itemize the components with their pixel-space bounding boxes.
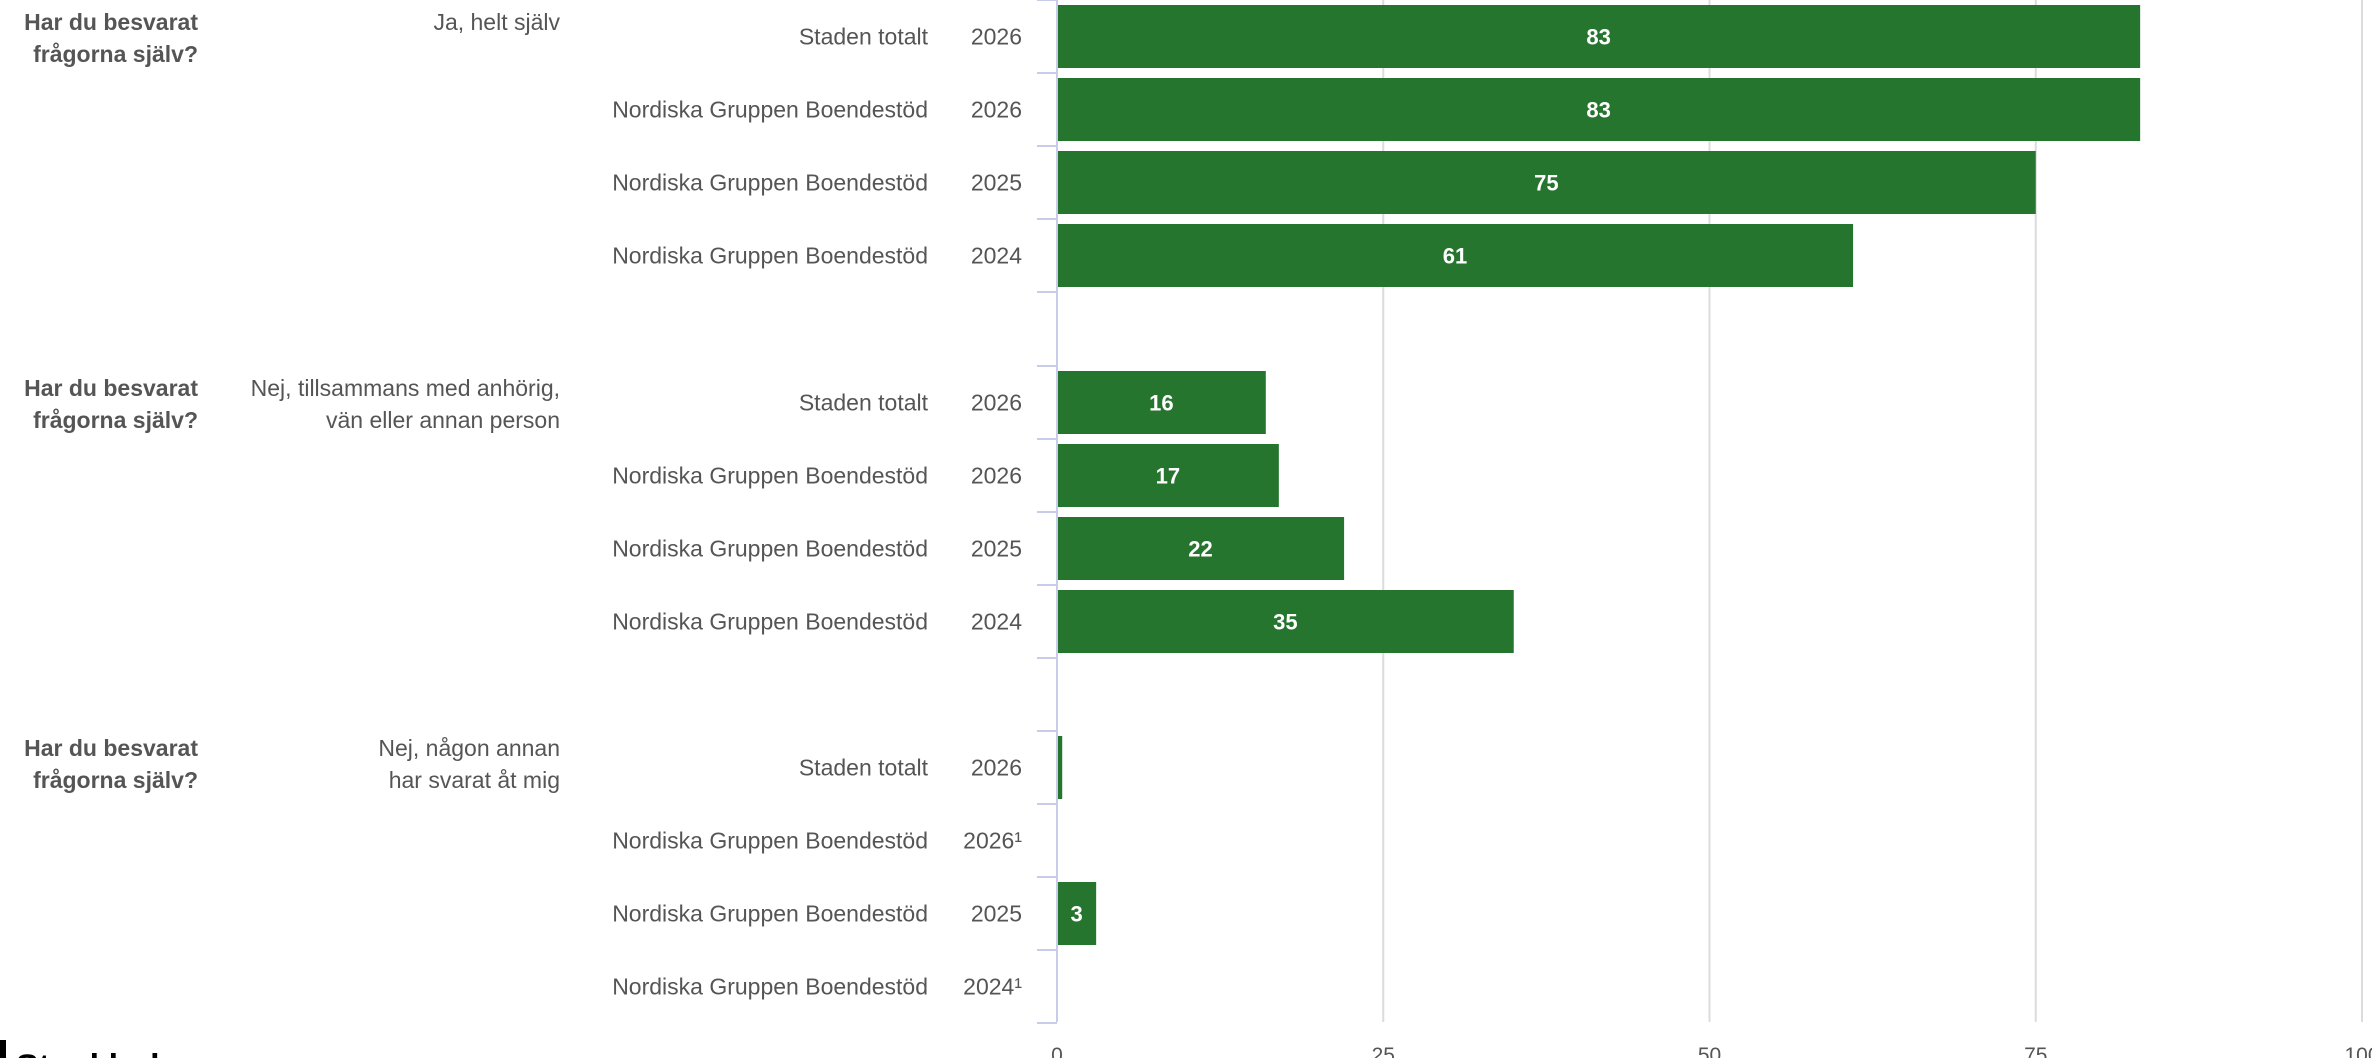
bar-value-label: 35 (1273, 610, 1297, 635)
bar (1057, 5, 2141, 68)
stockholm-logo: Stockholm (0, 1040, 190, 1058)
year-label: 2025 (971, 536, 1022, 562)
bar-value-label: 22 (1188, 537, 1212, 562)
bar (1057, 882, 1097, 945)
x-tick-label: 100 (2344, 1044, 2372, 1058)
unit-label: Nordiska Gruppen Boendestöd (612, 243, 928, 269)
unit-label: Staden totalt (799, 755, 929, 781)
unit-label: Nordiska Gruppen Boendestöd (612, 609, 928, 635)
bar-value-label: 75 (1534, 171, 1558, 196)
x-tick-label: 25 (1372, 1044, 1395, 1058)
answer-label: Nej, tillsammans med anhörig, (251, 375, 560, 401)
answer-label: har svarat åt mig (389, 767, 560, 793)
x-axis: 0 25 50 75 100 (1037, 0, 2372, 1058)
question-label: Har du besvarat (24, 735, 198, 761)
unit-label: Nordiska Gruppen Boendestöd (612, 170, 928, 196)
year-label: 2024 (971, 609, 1022, 635)
bar (1057, 224, 1854, 287)
unit-label: Staden totalt (799, 24, 929, 50)
x-tick-label: 0 (1051, 1044, 1063, 1058)
logo-mark-icon (0, 1040, 6, 1058)
x-tick-label: 75 (2024, 1044, 2047, 1058)
year-label: 2026 (971, 755, 1022, 781)
x-tick-label: 50 (1698, 1044, 1721, 1058)
bar-value-label: 83 (1586, 98, 1610, 123)
bar-value-label: 3 (1070, 902, 1082, 927)
question-label: frågorna själv? (33, 407, 198, 433)
question-label: Har du besvarat (24, 9, 198, 35)
bar (1057, 517, 1345, 580)
bar (1057, 78, 2141, 141)
year-label: 2024 (971, 243, 1022, 269)
year-label: 2026 (971, 390, 1022, 416)
year-label: 2026¹ (963, 828, 1022, 854)
bar-value-label: 16 (1149, 391, 1173, 416)
year-label: 2025 (971, 901, 1022, 927)
unit-label: Staden totalt (799, 390, 929, 416)
answer-label: vän eller annan person (326, 407, 560, 433)
logo-text: Stockholm (16, 1048, 190, 1058)
unit-label: Nordiska Gruppen Boendestöd (612, 901, 928, 927)
unit-label: Nordiska Gruppen Boendestöd (612, 97, 928, 123)
row-labels: Har du besvarat frågorna själv? Ja, helt s… (24, 9, 1022, 1000)
year-label: 2026 (971, 463, 1022, 489)
bar-value-label: 61 (1443, 244, 1467, 269)
bar (1057, 151, 2036, 214)
question-label: frågorna själv? (33, 41, 198, 67)
answer-label: Ja, helt själv (433, 9, 560, 35)
year-label: 2025 (971, 170, 1022, 196)
bar (1057, 371, 1266, 434)
question-label: Har du besvarat (24, 375, 198, 401)
bar (1057, 736, 1063, 799)
question-label: frågorna själv? (33, 767, 198, 793)
answer-label: Nej, någon annan (378, 735, 560, 761)
unit-label: Nordiska Gruppen Boendestöd (612, 463, 928, 489)
year-label: 2024¹ (963, 974, 1022, 1000)
bar-value-label: 83 (1586, 25, 1610, 50)
bar-value-label: 17 (1156, 464, 1180, 489)
unit-label: Nordiska Gruppen Boendestöd (612, 828, 928, 854)
unit-label: Nordiska Gruppen Boendestöd (612, 536, 928, 562)
bar (1057, 590, 1514, 653)
year-label: 2026 (971, 24, 1022, 50)
bar (1057, 444, 1279, 507)
year-label: 2026 (971, 97, 1022, 123)
unit-label: Nordiska Gruppen Boendestöd (612, 974, 928, 1000)
bars: 83 83 75 61 16 17 22 35 3 (1057, 5, 2141, 945)
